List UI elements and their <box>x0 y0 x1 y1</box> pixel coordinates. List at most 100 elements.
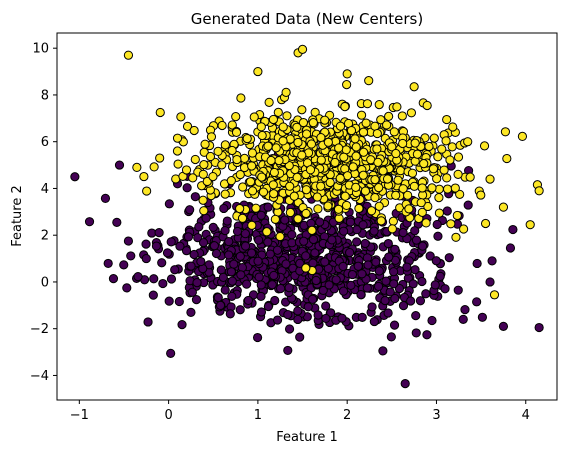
data-point-series-1 <box>427 315 437 326</box>
data-point-series-2 <box>350 134 360 144</box>
data-point-series-1 <box>458 314 468 324</box>
data-point-series-2 <box>392 102 402 112</box>
data-point-series-1 <box>308 234 319 245</box>
data-point-series-2 <box>485 174 495 184</box>
data-point-series-1 <box>252 332 263 343</box>
data-point-series-2 <box>387 224 397 234</box>
data-point-series-2 <box>227 120 237 130</box>
data-point-series-1 <box>100 193 111 204</box>
data-point-series-1 <box>225 309 235 319</box>
data-point-series-1 <box>410 265 420 275</box>
data-point-series-2 <box>190 154 200 165</box>
data-point-series-2 <box>450 183 460 193</box>
data-point-series-2 <box>359 147 369 157</box>
data-point-series-2 <box>281 87 291 97</box>
data-point-series-1 <box>227 291 237 301</box>
data-point-series-1 <box>352 237 362 247</box>
data-point-series-2 <box>247 148 257 158</box>
data-point-series-1 <box>272 245 283 255</box>
data-point-series-2 <box>273 107 283 117</box>
data-point-series-1 <box>421 289 431 299</box>
data-point-series-2 <box>393 175 403 185</box>
data-point-series-1 <box>287 238 297 248</box>
data-point-series-2 <box>333 204 344 214</box>
data-point-series-1 <box>385 287 395 297</box>
data-point-series-1 <box>211 248 222 259</box>
data-point-series-2 <box>258 187 269 197</box>
y-axis: −4 −2 0 2 4 6 8 10 <box>30 42 57 384</box>
plot-frame <box>56 32 558 401</box>
x-tick-label: 4 <box>522 408 530 423</box>
data-point-series-1 <box>321 301 331 311</box>
data-point-series-2 <box>238 182 248 192</box>
data-point-series-2 <box>264 97 274 107</box>
data-point-series-1 <box>381 276 391 286</box>
data-point-series-1 <box>162 248 173 258</box>
data-point-series-1 <box>84 217 95 227</box>
data-point-series-1 <box>177 320 187 330</box>
data-point-series-1 <box>284 324 295 334</box>
data-point-series-1 <box>311 275 321 286</box>
data-point-series-1 <box>186 307 196 317</box>
data-point-series-2 <box>395 166 406 176</box>
data-point-series-1 <box>183 232 194 242</box>
data-point-series-2 <box>429 133 439 143</box>
data-point-series-1 <box>320 257 330 267</box>
data-point-series-2 <box>189 125 199 136</box>
data-point-series-2 <box>293 214 303 224</box>
data-point-series-2 <box>391 190 401 200</box>
data-point-series-2 <box>442 184 453 194</box>
data-point-series-2 <box>410 138 420 148</box>
data-point-series-1 <box>270 295 280 306</box>
data-point-series-2 <box>409 82 419 92</box>
data-point-series-1 <box>389 267 399 277</box>
x-tick-label: −1 <box>70 408 89 423</box>
data-point-series-1 <box>360 238 370 249</box>
data-point-series-1 <box>346 280 356 290</box>
data-point-series-1 <box>472 258 482 269</box>
data-point-series-1 <box>280 215 290 225</box>
x-tick-label: 3 <box>432 408 440 423</box>
data-point-series-2 <box>271 143 281 153</box>
data-point-series-2 <box>370 175 380 185</box>
data-point-series-1 <box>374 266 384 276</box>
data-point-series-1 <box>236 270 246 280</box>
data-point-series-2 <box>206 132 217 142</box>
y-axis-label: Feature 2 <box>10 185 25 247</box>
data-point-series-1 <box>357 312 367 322</box>
data-point-series-2 <box>374 201 384 211</box>
x-axis-label: Feature 1 <box>276 430 338 445</box>
data-point-series-2 <box>239 153 250 164</box>
data-point-series-1 <box>208 222 218 232</box>
data-point-series-1 <box>263 237 273 247</box>
data-point-series-1 <box>154 228 164 238</box>
data-point-series-2 <box>348 162 358 172</box>
data-point-series-2 <box>339 152 349 162</box>
data-point-series-2 <box>278 122 288 132</box>
data-point-series-2 <box>249 112 259 122</box>
data-point-series-2 <box>266 155 276 166</box>
data-point-series-2 <box>155 153 165 163</box>
data-point-series-1 <box>70 172 80 182</box>
data-point-series-2 <box>388 216 398 226</box>
data-point-series-2 <box>123 50 134 60</box>
data-point-series-1 <box>151 241 162 251</box>
data-point-series-2 <box>231 127 242 137</box>
data-point-series-2 <box>269 189 279 199</box>
data-point-series-1 <box>232 226 243 237</box>
data-point-series-1 <box>226 267 236 277</box>
data-point-series-1 <box>220 285 230 295</box>
data-point-series-1 <box>460 305 470 315</box>
data-point-series-1 <box>390 293 400 304</box>
data-point-series-1 <box>276 283 286 294</box>
data-point-series-2 <box>335 121 346 131</box>
data-point-series-1 <box>337 313 347 323</box>
data-point-series-2 <box>181 165 192 175</box>
data-point-series-1 <box>386 332 396 342</box>
data-point-series-1 <box>164 296 174 306</box>
data-point-series-2 <box>453 152 464 162</box>
data-point-series-1 <box>181 246 192 256</box>
data-point-series-2 <box>498 202 509 212</box>
x-tick-label: 0 <box>164 408 172 423</box>
